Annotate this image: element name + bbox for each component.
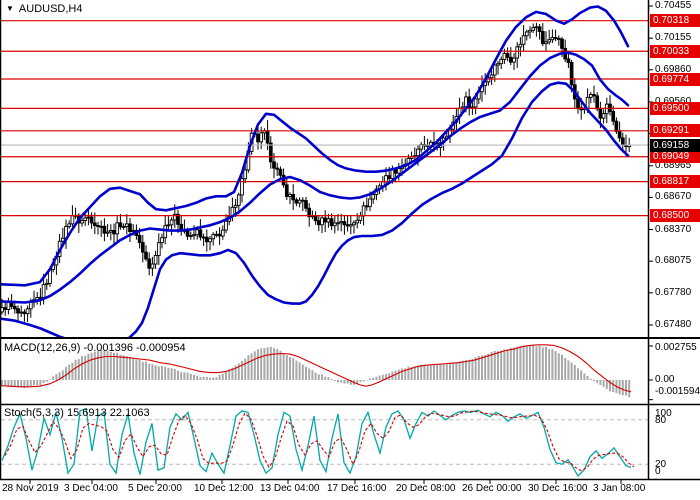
bollinger-lower-band <box>1 81 630 337</box>
stoch-tick-label: 0 <box>655 466 661 477</box>
price-level-badge: 0.69049 <box>650 150 700 164</box>
time-tick-label: 5 Dec 20:00 <box>128 483 182 494</box>
price-level-badge: 0.68500 <box>650 209 700 223</box>
macd-indicator-label: MACD(12,26,9) -0.001396 -0.000954 <box>4 342 186 354</box>
main-price-panel <box>1 5 648 337</box>
price-tick-label: 0.70155 <box>655 32 692 44</box>
time-tick-label: 3 Dec 04:00 <box>64 483 118 494</box>
price-tick-label: 0.68670 <box>655 191 692 203</box>
price-tick-label: 0.67780 <box>655 286 692 298</box>
symbol-text: AUDUSD,H4 <box>18 3 83 15</box>
stochastic-signal-line <box>4 410 635 472</box>
price-tick-label: 0.68965 <box>655 159 692 171</box>
price-tick-label: 0.69860 <box>655 63 692 75</box>
price-tick-label: 0.70455 <box>655 0 692 11</box>
time-tick-label: 28 Nov 2019 <box>2 483 59 494</box>
price-level-badge: 0.70033 <box>650 44 700 58</box>
macd-panel <box>1 344 632 398</box>
stoch-tick-label: 80 <box>655 414 667 426</box>
time-tick-label: 17 Dec 16:00 <box>327 483 387 494</box>
stochastic-main-line <box>1 407 632 478</box>
price-level-badge: 0.70318 <box>650 14 700 28</box>
time-tick-label: 13 Dec 04:00 <box>260 483 320 494</box>
price-tick-label: 0.67480 <box>655 319 692 330</box>
macd-tick-label: 0.002755 <box>655 341 697 353</box>
price-level-badge: 0.69774 <box>650 72 700 86</box>
time-tick-label: 10 Dec 12:00 <box>194 483 254 494</box>
price-tick-label: 0.69560 <box>655 96 691 108</box>
time-tick-label: 20 Dec 08:00 <box>396 483 456 494</box>
macd-tick-label: -0.001594 <box>655 386 700 397</box>
current-price-badge: 0.69158 <box>650 138 700 152</box>
price-level-badge: 0.69500 <box>650 101 700 115</box>
macd-signal-line <box>1 344 632 393</box>
stochastic-indicator-label: Stoch(5,3,3) 15.6913 22.1063 <box>4 407 150 419</box>
time-tick-label: 26 Dec 00:00 <box>462 483 522 494</box>
price-level-badge: 0.69291 <box>650 124 700 138</box>
symbol-label: ▼ AUDUSD,H4 <box>6 3 83 15</box>
price-level-badge: 0.68817 <box>650 175 700 189</box>
stoch-tick-label: 20 <box>655 459 667 471</box>
stoch-tick-label: 100 <box>655 408 672 419</box>
time-tick-label: 3 Jan 08:00 <box>593 483 646 494</box>
stochastic-panel <box>1 407 648 478</box>
time-tick-label: 30 Dec 16:00 <box>528 483 588 494</box>
macd-tick-label: 0.00 <box>655 374 675 385</box>
bollinger-middle-band <box>1 51 630 304</box>
price-tick-label: 0.68075 <box>655 255 692 267</box>
price-tick-label: 0.68370 <box>655 223 692 235</box>
bollinger-upper-band <box>1 5 630 287</box>
symbol-dropdown-icon[interactable]: ▼ <box>6 4 14 13</box>
